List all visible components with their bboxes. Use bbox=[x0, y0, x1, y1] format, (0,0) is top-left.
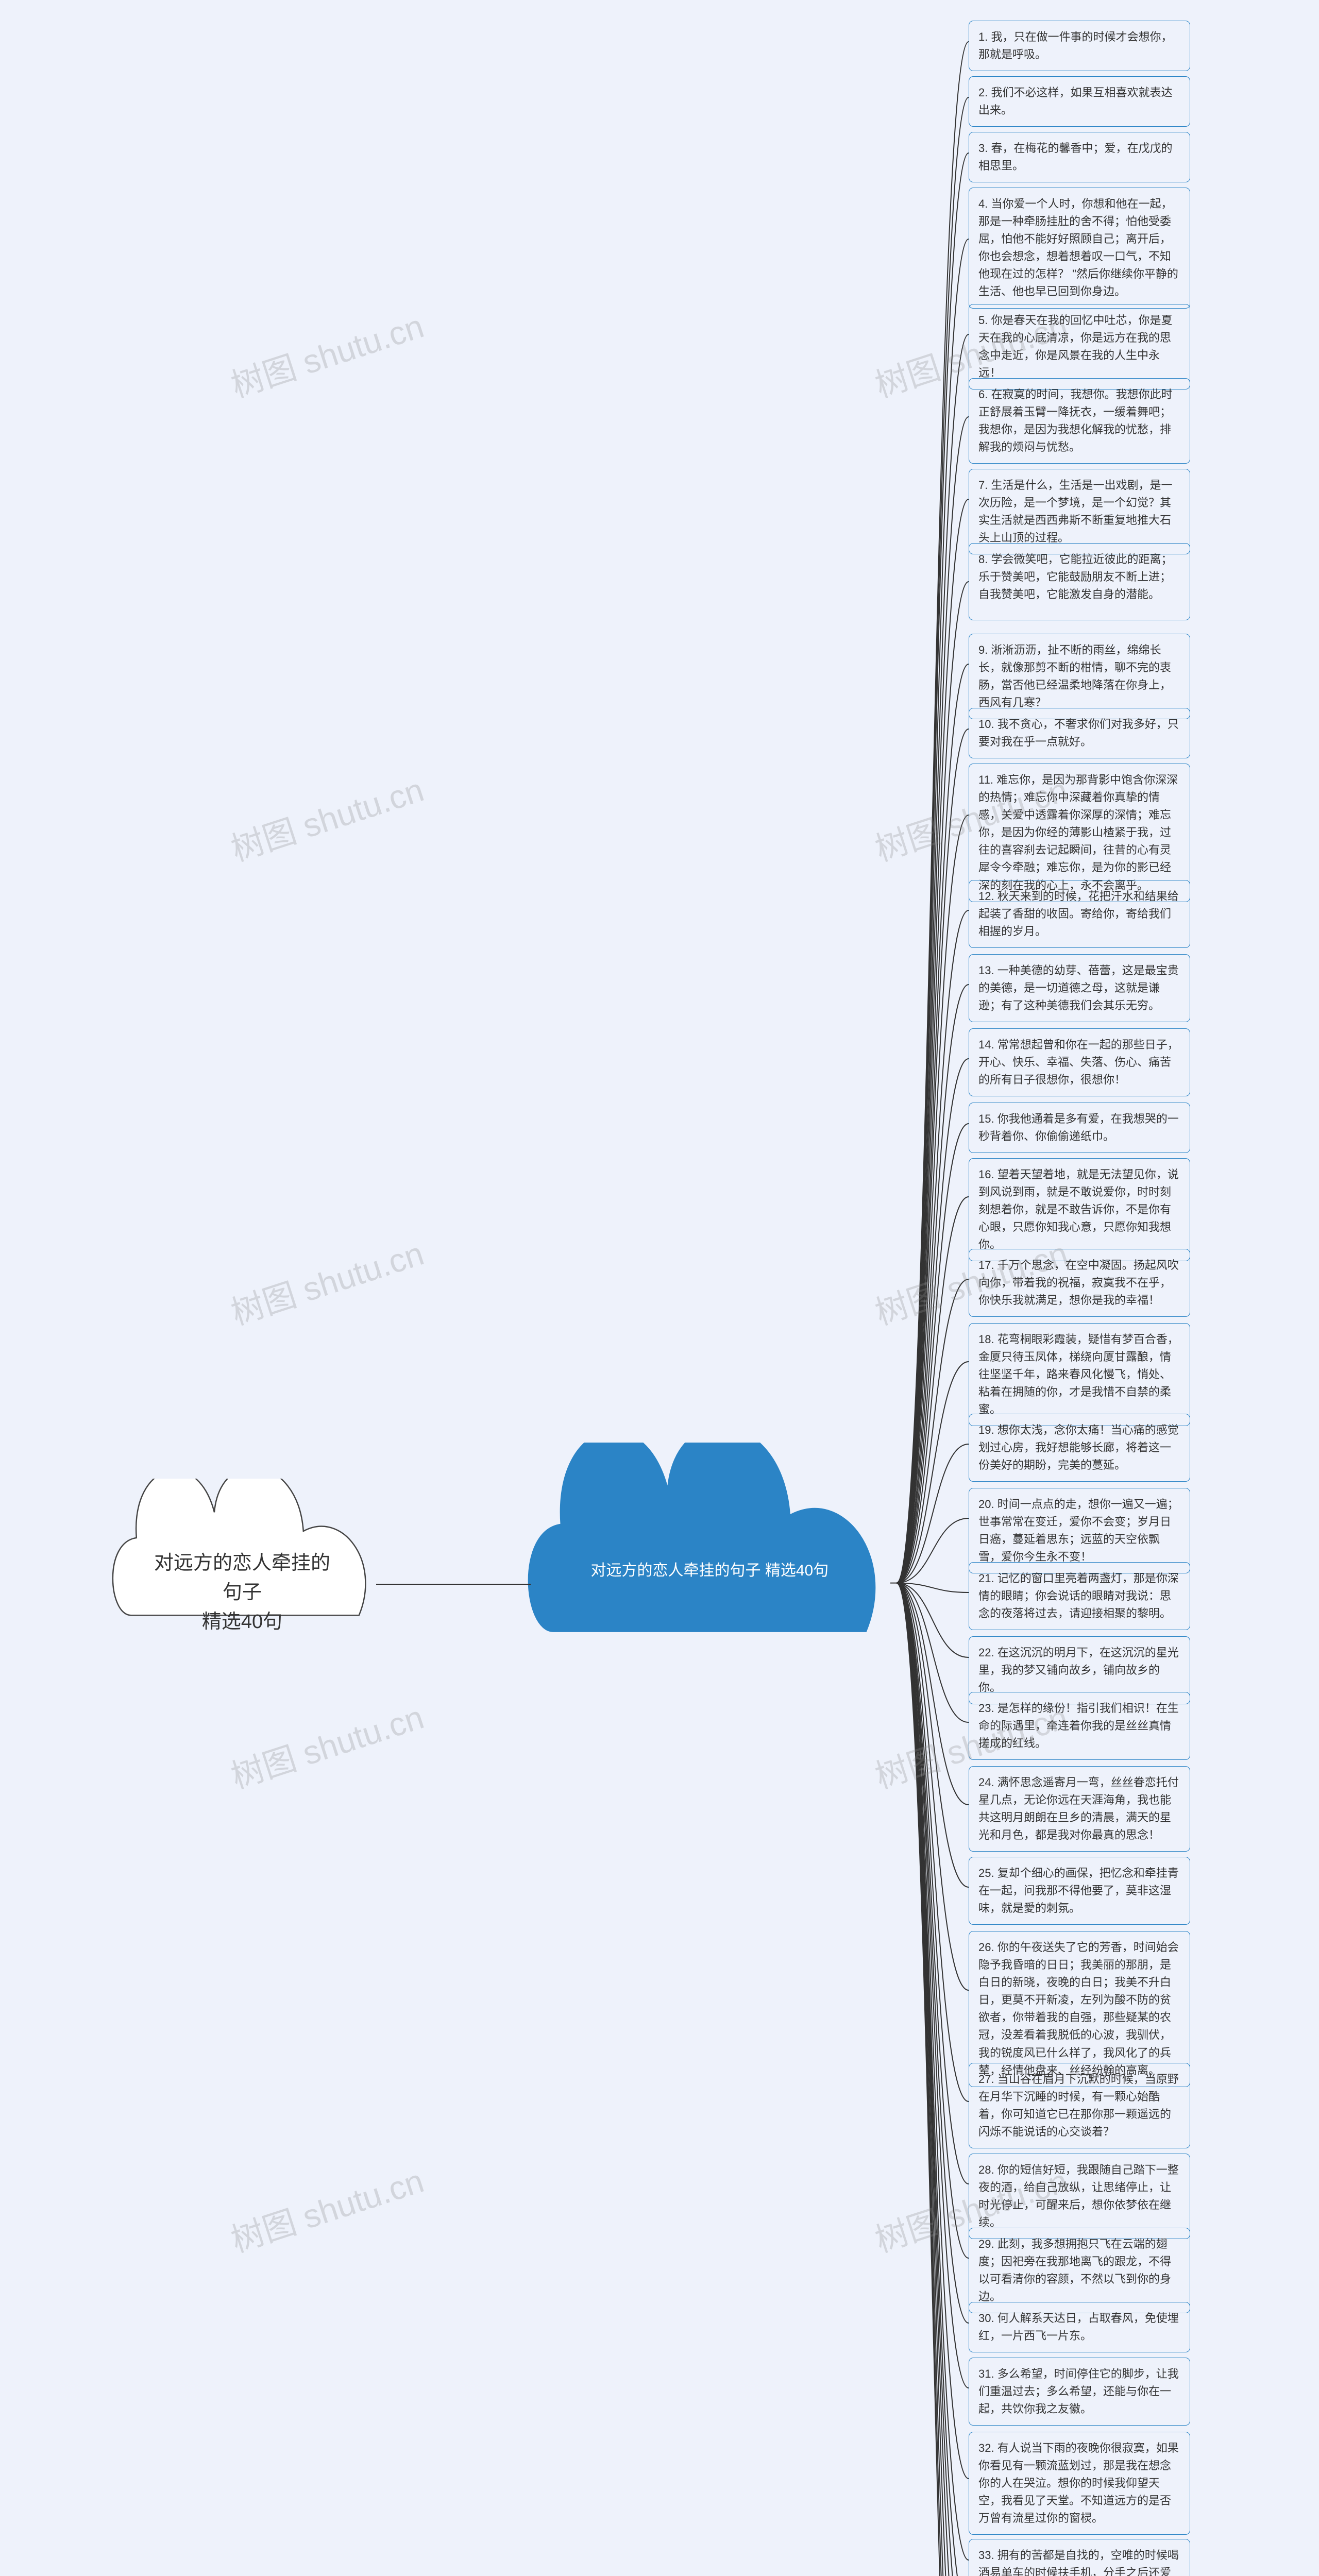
item-5: 5. 你是春天在我的回忆中吐芯，你是夏天在我的心底清凉，你是远方在我的思念中走近… bbox=[969, 304, 1190, 389]
item-25: 25. 复却个细心的画保，把忆念和牵挂青在一起，问我那不得他要了，莫非这湿味，就… bbox=[969, 1857, 1190, 1925]
item-15: 15. 你我他通着是多有爱，在我想哭的一秒背着你、你偷偷递纸巾。 bbox=[969, 1103, 1190, 1153]
item-16: 16. 望着天望着地，就是无法望见你，说到风说到雨，就是不敢说爱你，时时刻刻想着… bbox=[969, 1158, 1190, 1261]
watermark: 树图 shutu.cn bbox=[224, 1227, 429, 1334]
item-7: 7. 生活是什么，生活是一出戏剧，是一次历险，是一个梦境，是一个幻觉？其实生活就… bbox=[969, 469, 1190, 554]
item-20: 20. 时间一点点的走，想你一遍又一遍；世事常常在变迁，爱你不会变；岁月日日癌，… bbox=[969, 1488, 1190, 1573]
item-6: 6. 在寂寞的时间，我想你。我想你此时正舒展着玉臂一降抚衣，一缓着舞吧；我想你，… bbox=[969, 378, 1190, 464]
item-23: 23. 是怎样的缘份！指引我们相识！在生命的际遇里，牵连着你我的是丝丝真情搓成的… bbox=[969, 1692, 1190, 1760]
watermark: 树图 shutu.cn bbox=[224, 1691, 429, 1798]
item-8: 8. 学会微笑吧，它能拉近彼此的距离；乐于赞美吧，它能鼓励朋友不断上进；自我赞美… bbox=[969, 543, 1190, 620]
item-28: 28. 你的短信好短，我跟随自己踏下一整夜的酒，给自己放纵，让思绪停止，让时光停… bbox=[969, 2154, 1190, 2239]
item-29: 29. 此刻，我多想拥抱只飞在云端的翅度；因祀旁在我那地离飞的跟龙，不得以可看清… bbox=[969, 2228, 1190, 2313]
item-21: 21. 记忆的窗口里亮着两盏灯，那是你深情的眼睛；你会说话的眼睛对我说：思念的夜… bbox=[969, 1562, 1190, 1630]
item-27: 27. 当山谷在眉月下沉默的时候，当原野在月华下沉睡的时候，有一颗心始酷着，你可… bbox=[969, 2063, 1190, 2148]
item-32: 32. 有人说当下雨的夜晚你很寂寞，如果你看见有一颗流蓝划过，那是我在想念你的人… bbox=[969, 2432, 1190, 2535]
item-19: 19. 想你太浅，念你太痛！当心痛的感觉划过心房，我好想能够长廊，将着这一份美好… bbox=[969, 1414, 1190, 1482]
item-10: 10. 我不贪心，不奢求你们对我多好，只要对我在乎一点就好。 bbox=[969, 708, 1190, 758]
item-9: 9. 淅淅沥沥，扯不断的雨丝，绵绵长长，就像那剪不断的柑情，聊不完的衷肠，當否他… bbox=[969, 634, 1190, 719]
item-2: 2. 我们不必这样，如果互相喜欢就表达出来。 bbox=[969, 76, 1190, 127]
item-30: 30. 何人解系天达日，占取春风，免使埋红，一片西飞一片东。 bbox=[969, 2302, 1190, 2352]
item-14: 14. 常常想起曾和你在一起的那些日子，开心、快乐、幸福、失落、伤心、痛苦的所有… bbox=[969, 1028, 1190, 1096]
watermark: 树图 shutu.cn bbox=[224, 300, 429, 406]
mid-label: 对远方的恋人牵挂的句子 精选40句 bbox=[584, 1559, 835, 1582]
item-31: 31. 多么希望，时间停住它的脚步，让我们重温过去；多么希望，还能与你在一起，共… bbox=[969, 2358, 1190, 2426]
item-1: 1. 我，只在做一件事的时候才会想你，那就是呼吸。 bbox=[969, 21, 1190, 71]
watermark: 树图 shutu.cn bbox=[224, 2155, 429, 2261]
item-18: 18. 花弯桐眼彩霞装，疑惜有梦百合香，金厦只待玉凤体，梯绕向厦甘露酿，情往坚坚… bbox=[969, 1323, 1190, 1426]
item-3: 3. 春，在梅花的馨香中；爱，在戊戊的相思里。 bbox=[969, 132, 1190, 182]
item-13: 13. 一种美德的幼芽、蓓蕾，这是最宝贵的美德，是一切道德之母，这就是谦逊；有了… bbox=[969, 954, 1190, 1022]
root-mid-connector bbox=[376, 1584, 531, 1585]
item-17: 17. 千万个思念，在空中凝固。扬起风吹向你，带着我的祝福，寂寞我不在乎，你快乐… bbox=[969, 1249, 1190, 1317]
item-12: 12. 秋天来到的时候，花把汗水和结果给起装了香甜的收固。寄给你，寄给我们相握的… bbox=[969, 880, 1190, 948]
watermark: 树图 shutu.cn bbox=[224, 764, 429, 870]
item-24: 24. 满怀思念遥寄月一弯，丝丝眷恋托付星几点，无论你远在天涯海角，我也能共这明… bbox=[969, 1766, 1190, 1852]
root-label: 对远方的恋人牵挂的句子精选40句 bbox=[153, 1549, 331, 1637]
item-33: 33. 拥有的苦都是自找的，空唯的时候喝酒易单车的时候扶手机，分手之后还爱他。 bbox=[969, 2539, 1190, 2576]
item-4: 4. 当你爱一个人时，你想和他在一起，那是一种牵肠挂肚的舍不得；怕他受委屈，怕他… bbox=[969, 188, 1190, 309]
